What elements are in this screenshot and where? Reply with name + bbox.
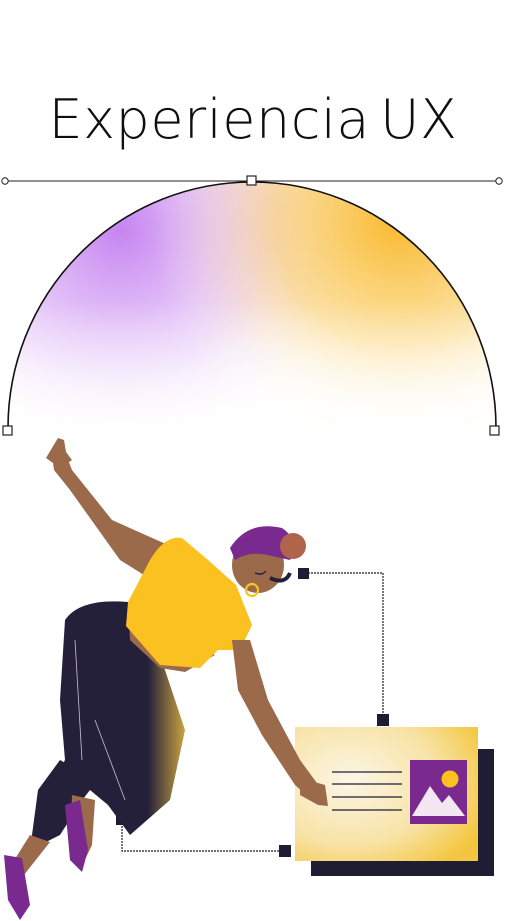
handle-point-icon (495, 177, 503, 185)
handle-point-icon (1, 177, 9, 185)
bezier-anchor-icon (246, 175, 257, 186)
connector-lines (121, 572, 384, 852)
connector-node-icon (377, 714, 389, 726)
person-illustration (4, 438, 328, 920)
bezier-handle[interactable] (1, 175, 503, 436)
bezier-anchor-icon (489, 425, 500, 436)
connector-node-icon (298, 568, 309, 579)
title-word-experiencia: Experiencia (48, 88, 370, 151)
bezier-anchor-icon (2, 425, 13, 436)
image-card (295, 727, 494, 876)
hero-title: Experiencia UX (0, 88, 506, 152)
connector-node-icon (279, 845, 291, 857)
image-placeholder-icon (410, 760, 467, 824)
text-lines-icon (332, 771, 402, 811)
title-word-ux: UX (379, 88, 458, 151)
gradient-dome (7, 181, 497, 429)
